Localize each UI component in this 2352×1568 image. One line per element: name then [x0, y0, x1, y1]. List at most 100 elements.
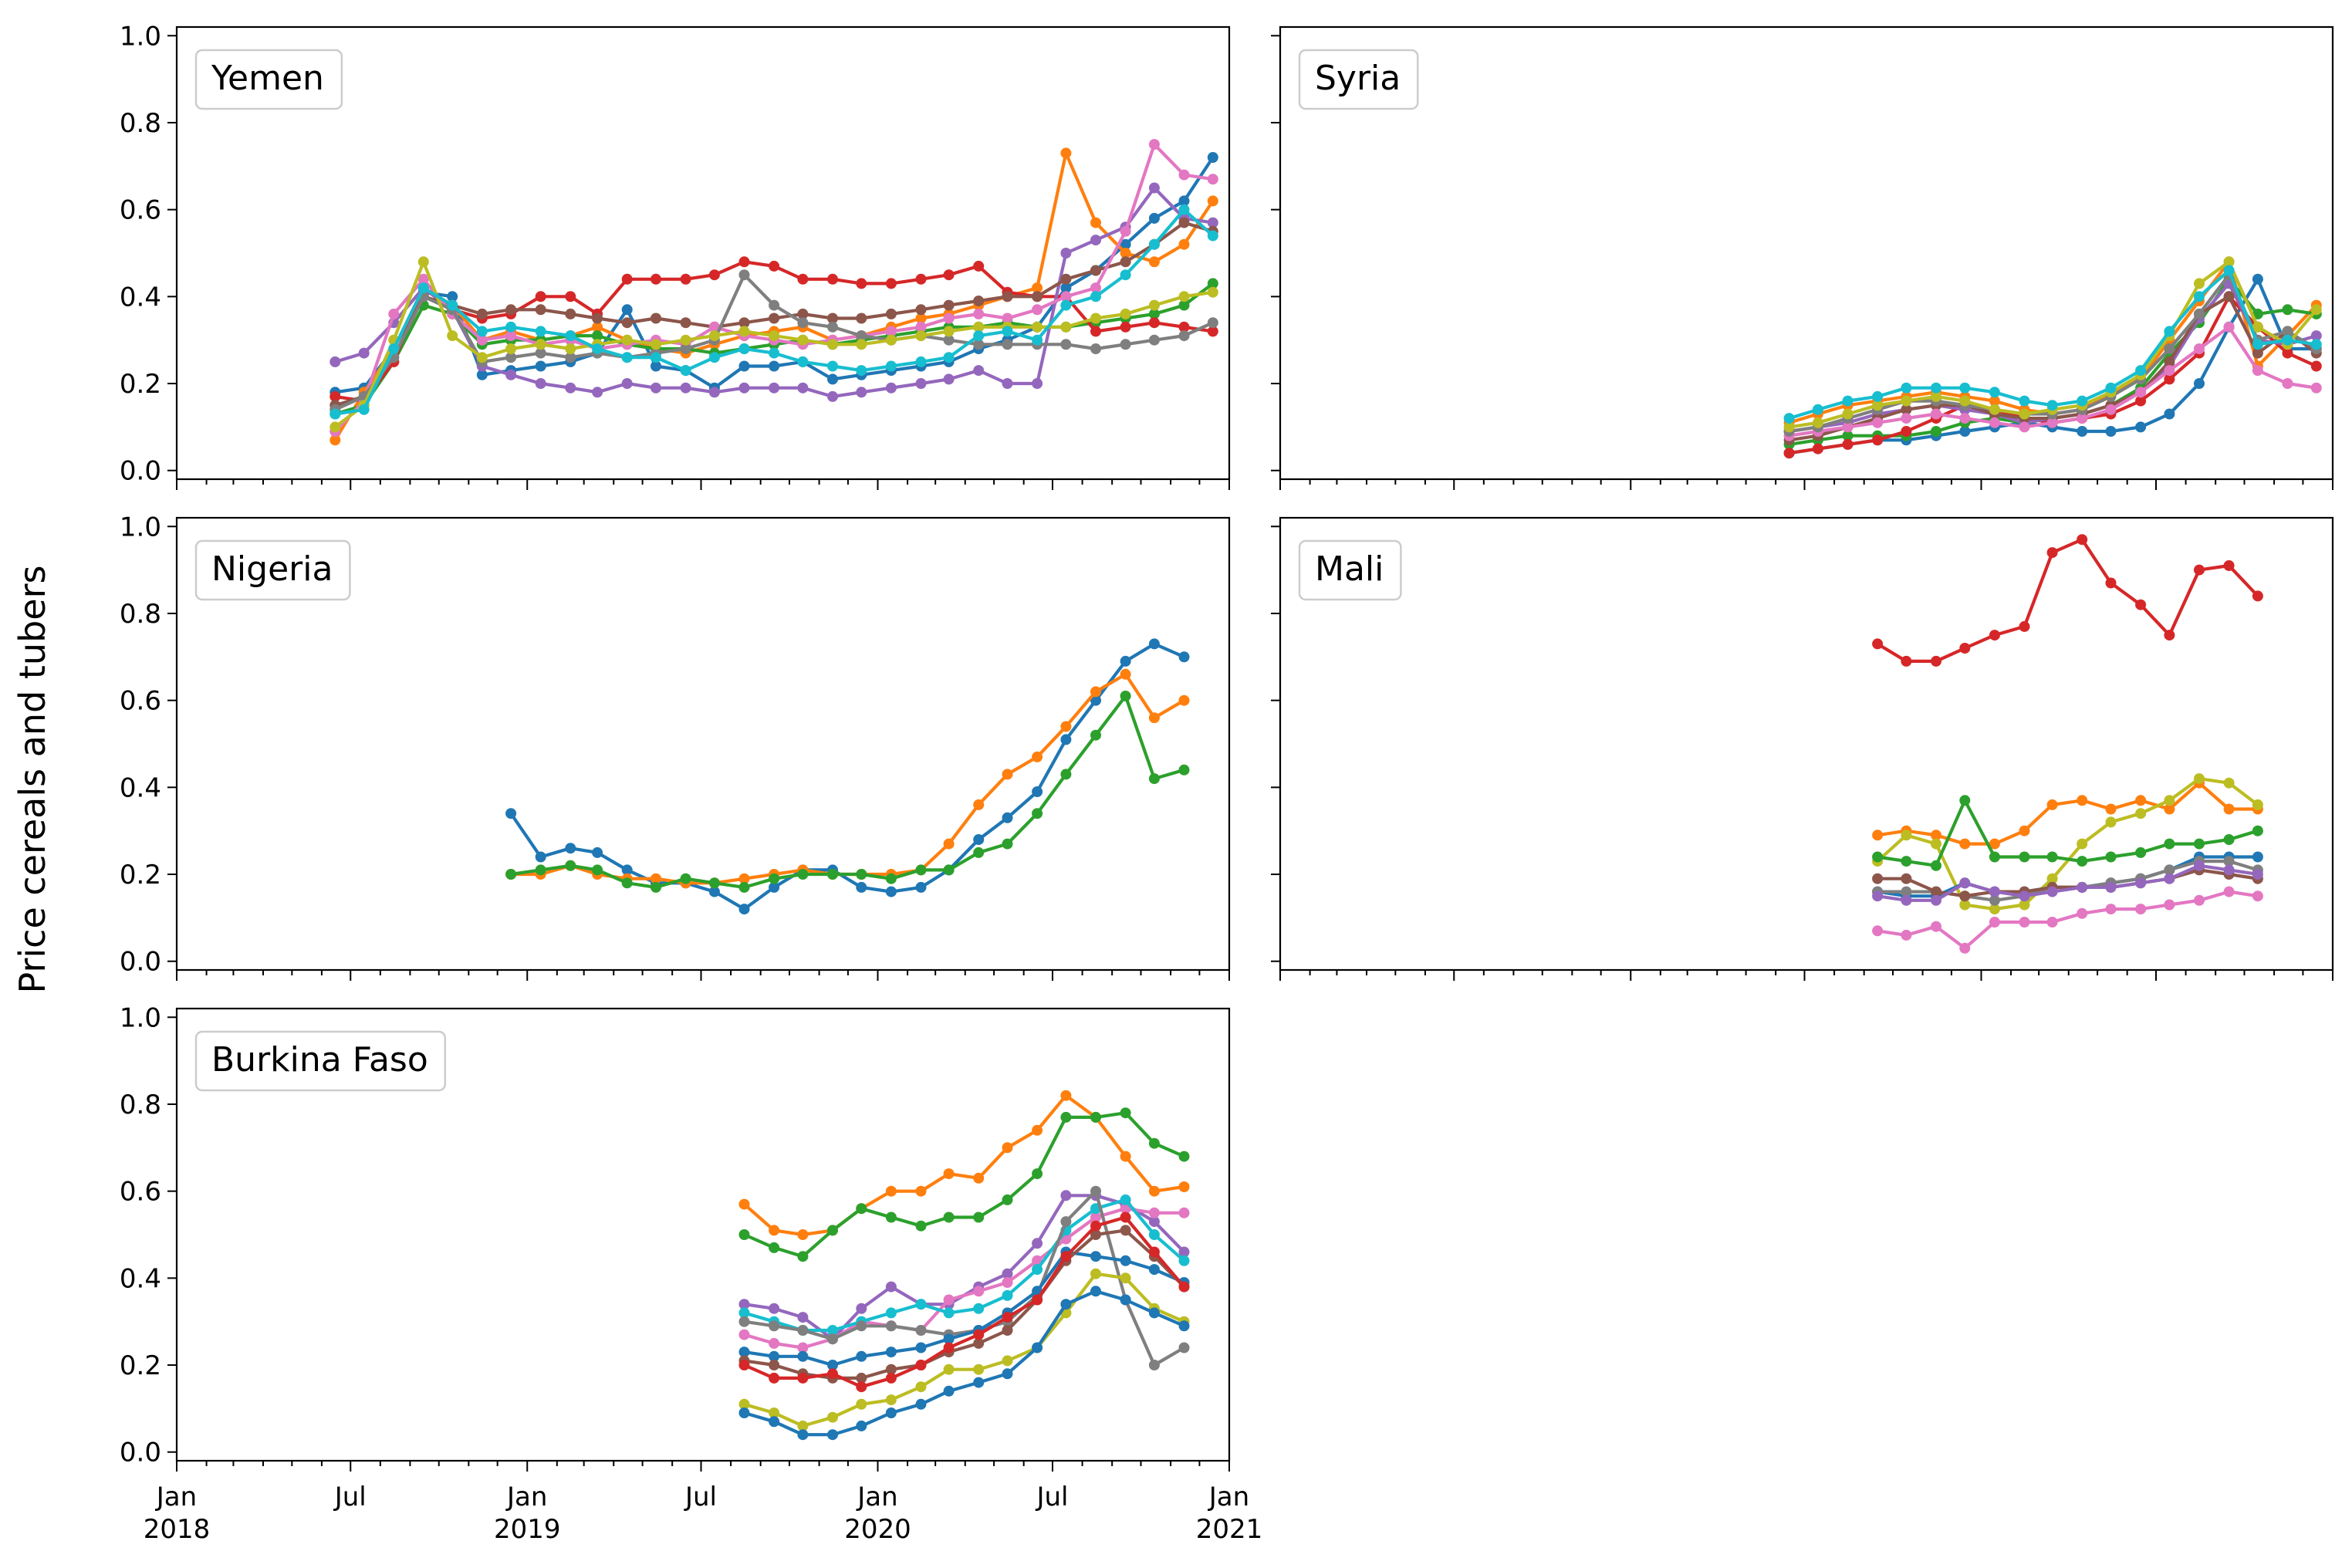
data-point	[1120, 1225, 1131, 1236]
data-point	[738, 269, 750, 281]
data-point	[1002, 378, 1013, 389]
data-point	[943, 269, 955, 281]
data-point	[2019, 851, 2030, 863]
panel-nigeria: 0.0 0.2 0.4 0.6 0.8 1.0 Nigeria	[120, 512, 1231, 981]
data-point	[680, 273, 691, 285]
data-point	[2194, 278, 2205, 289]
data-point	[2252, 890, 2263, 902]
data-point	[1872, 830, 1884, 841]
x-tick-label: 2019	[494, 1514, 561, 1545]
data-point	[2252, 869, 2263, 880]
data-point	[447, 291, 458, 302]
data-point	[1148, 212, 1160, 224]
data-point	[1032, 291, 1043, 302]
data-point	[1148, 1137, 1160, 1149]
data-point	[1812, 443, 1823, 455]
series-nigeria-2	[505, 691, 1190, 893]
data-point	[2135, 808, 2147, 819]
data-point	[1148, 638, 1160, 650]
data-point	[2194, 838, 2205, 850]
data-point	[2135, 795, 2147, 806]
data-point	[535, 304, 546, 316]
data-point	[2252, 590, 2263, 602]
data-point	[856, 1381, 867, 1393]
data-point	[1178, 1181, 1190, 1192]
data-point	[476, 352, 488, 363]
data-point	[885, 873, 897, 884]
series-yemen-8	[329, 256, 1218, 433]
data-point	[943, 299, 955, 311]
series-mali-7	[1872, 860, 2263, 906]
data-point	[1959, 413, 1971, 424]
data-point	[651, 313, 661, 324]
y-tick-label: 0.8	[120, 1090, 161, 1120]
data-point	[738, 382, 750, 394]
data-point	[2019, 899, 2030, 911]
data-point	[447, 330, 458, 342]
data-point	[797, 1350, 809, 1362]
axes-frame	[175, 1007, 1231, 1462]
data-point	[1090, 729, 1101, 741]
data-point	[1032, 808, 1043, 819]
data-point	[1207, 174, 1218, 185]
series-line	[1787, 269, 2318, 421]
data-point	[2310, 304, 2322, 316]
series-mali-0	[1872, 534, 2263, 667]
data-point	[943, 1307, 955, 1319]
y-axis-label: Price cereals and tubers	[12, 566, 53, 994]
data-point	[2252, 851, 2263, 863]
data-point	[2223, 291, 2235, 302]
data-point	[827, 869, 838, 880]
data-point	[2105, 577, 2117, 589]
data-point	[973, 1337, 985, 1349]
data-point	[1989, 417, 2000, 428]
data-point	[1060, 291, 1072, 302]
data-point	[2019, 408, 2030, 420]
data-point	[973, 1364, 985, 1375]
data-point	[1120, 308, 1131, 319]
data-point	[769, 1337, 780, 1349]
series-burkina-faso-1	[738, 1107, 1190, 1262]
data-point	[1090, 282, 1101, 294]
data-point	[856, 387, 867, 398]
data-point	[769, 260, 780, 272]
data-point	[769, 1225, 780, 1236]
data-point	[2310, 382, 2322, 394]
data-point	[651, 339, 661, 350]
data-point	[915, 1398, 927, 1410]
data-point	[738, 343, 750, 354]
data-point	[943, 1168, 955, 1180]
data-point	[708, 269, 720, 281]
data-point	[680, 382, 691, 394]
data-point	[797, 1325, 809, 1336]
data-point	[1120, 321, 1131, 333]
data-point	[1002, 326, 1013, 337]
data-point	[1148, 299, 1160, 311]
data-point	[2077, 856, 2088, 867]
data-point	[827, 1368, 838, 1380]
data-point	[1989, 630, 2000, 641]
data-point	[565, 860, 576, 871]
data-point	[1872, 434, 1884, 446]
data-point	[2164, 803, 2175, 815]
data-point	[1090, 291, 1101, 302]
data-point	[1959, 426, 1971, 437]
data-point	[738, 1307, 750, 1319]
data-point	[2310, 339, 2322, 350]
data-point	[1901, 404, 1912, 415]
panel-title: Nigeria	[211, 549, 333, 589]
data-point	[797, 334, 809, 346]
data-point	[2019, 825, 2030, 836]
data-point	[2164, 873, 2175, 884]
data-point	[856, 1320, 867, 1332]
data-point	[1901, 886, 1912, 897]
data-point	[1901, 655, 1912, 667]
data-point	[797, 356, 809, 367]
data-point	[943, 1385, 955, 1397]
data-point	[565, 291, 576, 302]
data-point	[797, 1420, 809, 1431]
x-tick-label: Jul	[1035, 1482, 1068, 1512]
data-point	[738, 256, 750, 268]
data-point	[1931, 655, 1941, 667]
data-point	[621, 378, 633, 389]
